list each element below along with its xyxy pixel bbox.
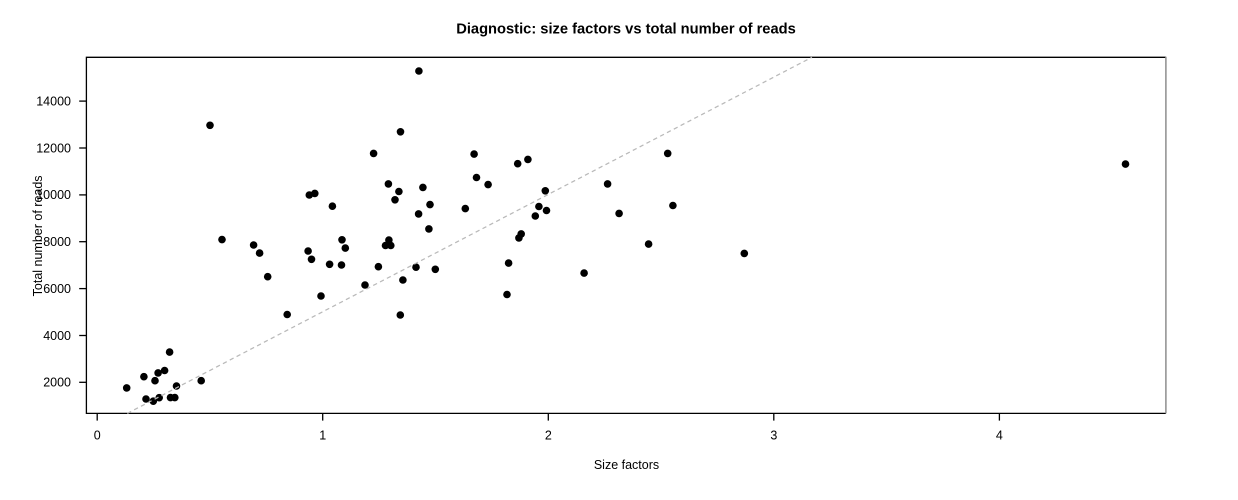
svg-text:12000: 12000 [36,141,71,155]
svg-text:10000: 10000 [36,188,71,202]
svg-text:2000: 2000 [43,376,71,390]
svg-text:4: 4 [996,429,1003,443]
svg-text:1: 1 [319,429,326,443]
svg-text:8000: 8000 [43,235,71,249]
svg-text:3: 3 [770,429,777,443]
svg-text:6000: 6000 [43,282,71,296]
svg-text:0: 0 [94,429,101,443]
svg-text:2: 2 [545,429,552,443]
svg-text:Size factors: Size factors [594,458,659,472]
svg-text:4000: 4000 [43,329,71,343]
svg-text:14000: 14000 [36,94,71,108]
svg-text:Diagnostic: size factors vs to: Diagnostic: size factors vs total number… [456,22,796,38]
svg-text:Total number of reads: Total number of reads [31,175,45,296]
